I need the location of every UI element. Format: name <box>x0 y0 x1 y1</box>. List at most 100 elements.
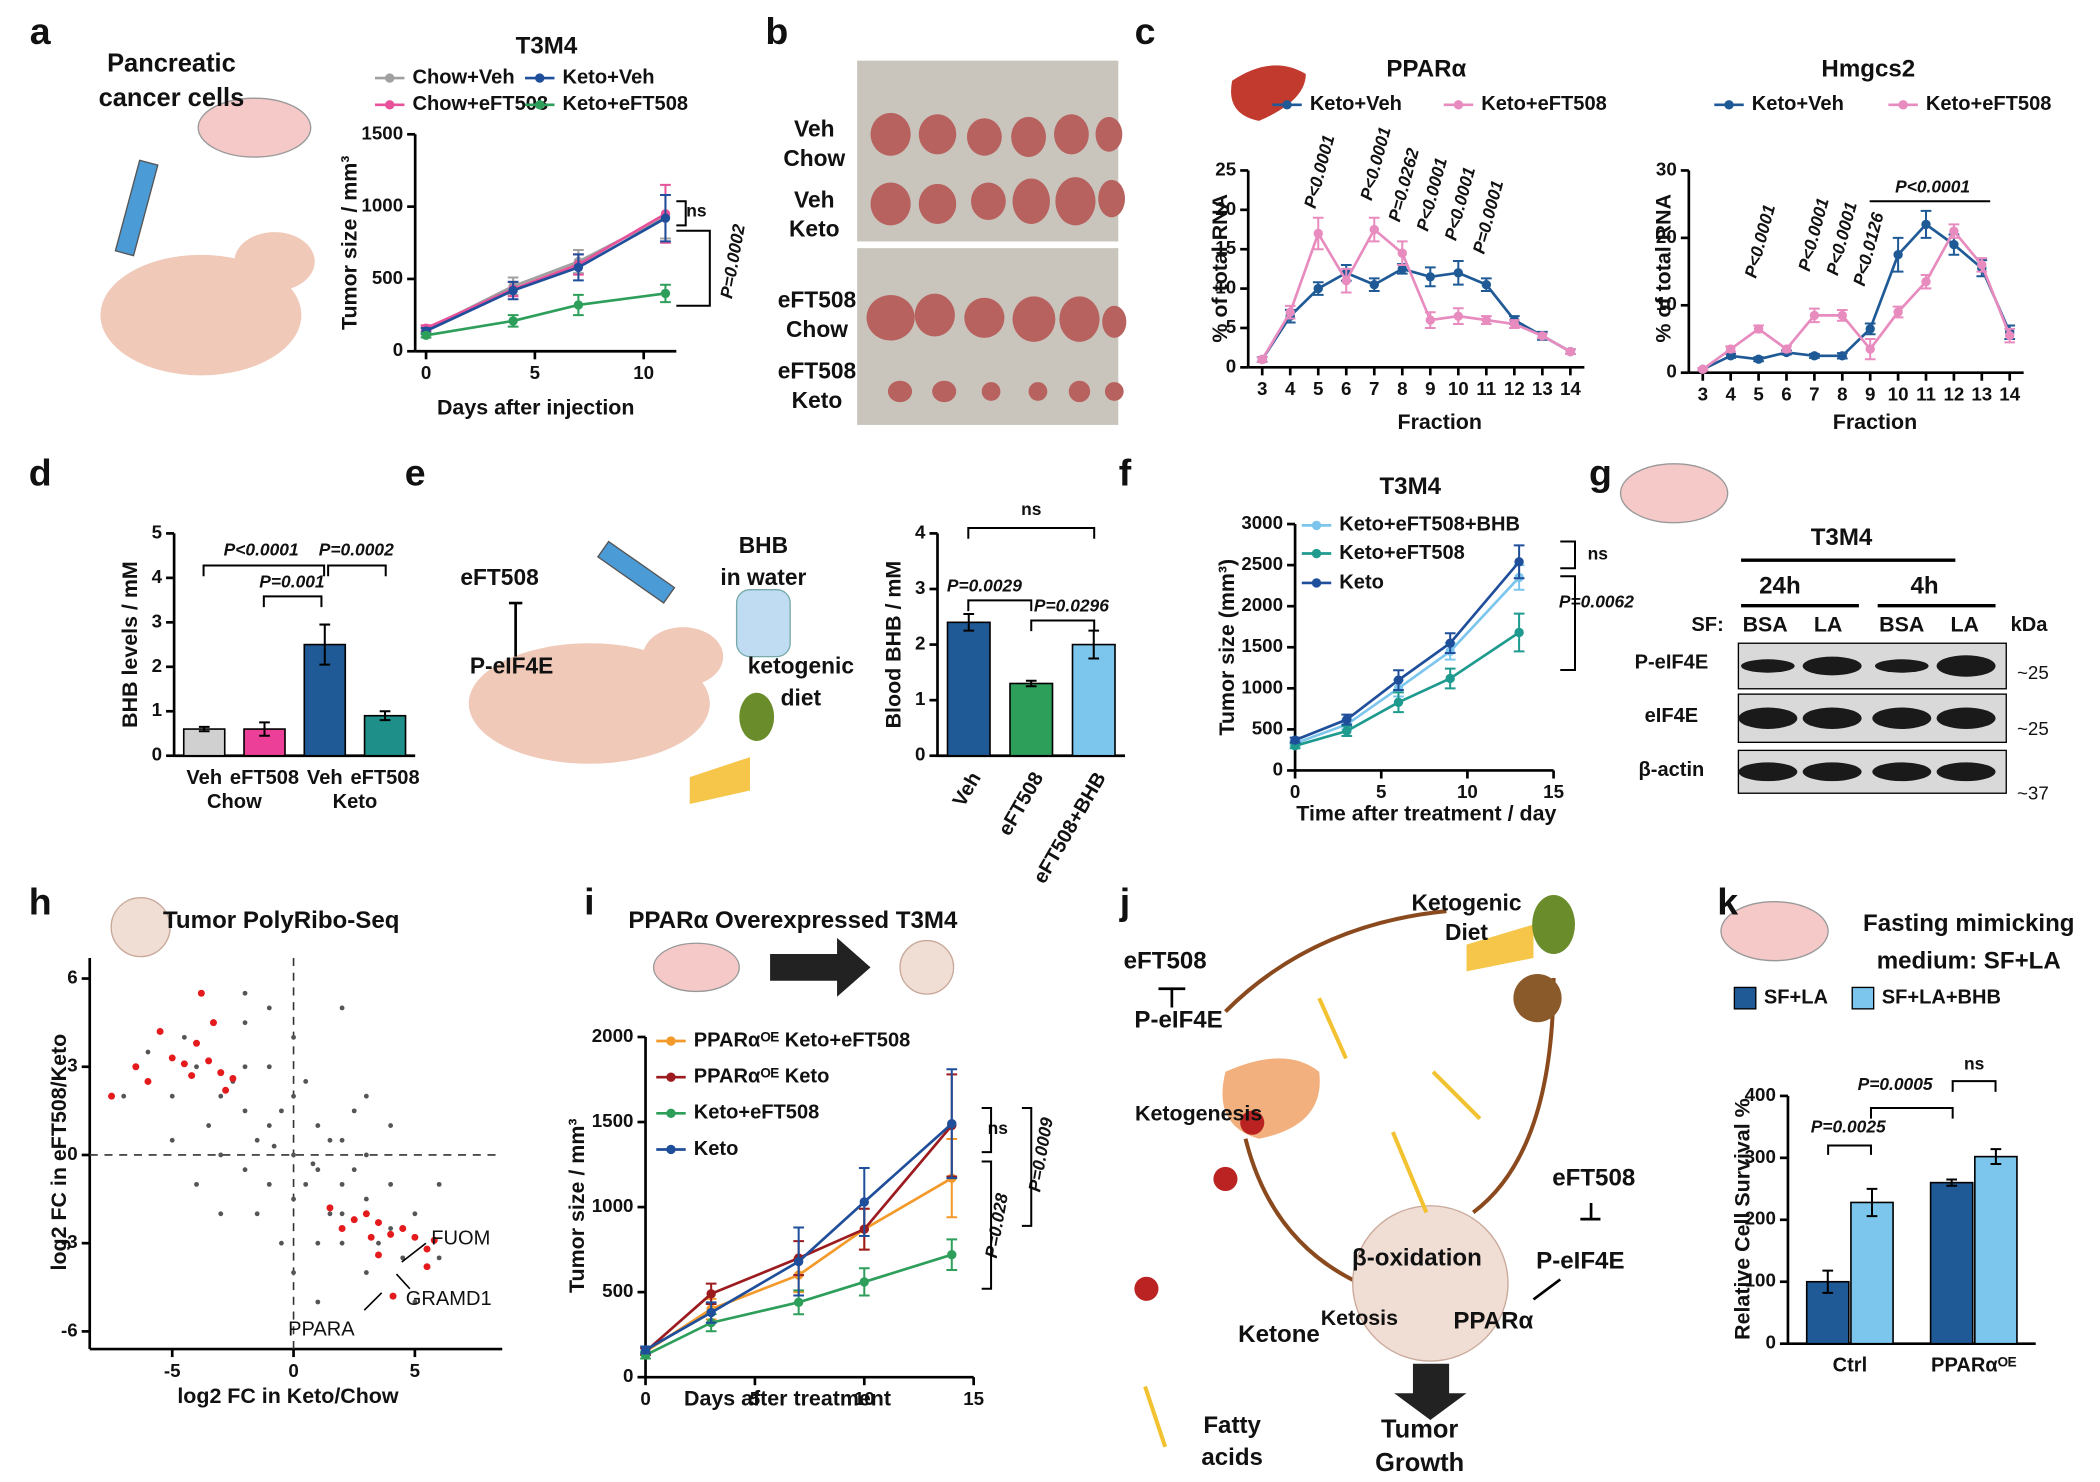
point <box>1977 260 1987 270</box>
group-label: Keto <box>333 791 378 813</box>
point <box>242 1064 248 1070</box>
point <box>291 1270 296 1275</box>
x-tick-label: 13 <box>1971 383 1992 404</box>
bracket <box>1951 1080 1997 1092</box>
point <box>436 1181 442 1187</box>
legend-swatch <box>1733 986 1757 1010</box>
label: ~25 <box>2017 662 2049 683</box>
error-bar <box>963 612 975 632</box>
x-tick-label: 3 <box>1698 383 1708 404</box>
point <box>254 1137 260 1143</box>
legend-label: SF+LA <box>1764 986 1828 1008</box>
chart-title: PPARα <box>1386 55 1466 82</box>
y-tick-label: 0 <box>1666 361 1676 382</box>
x-tick-label: 0 <box>421 362 431 383</box>
annotation: P=0.0009 <box>1024 1116 1057 1194</box>
x-tick-label: 0 <box>640 1388 650 1409</box>
y-tick-label: 0 <box>152 744 162 765</box>
highlight-point <box>197 989 205 997</box>
point <box>508 316 518 326</box>
point <box>1565 346 1576 357</box>
y-tick-label: 2000 <box>592 1025 634 1046</box>
y-tick-label: 2 <box>915 633 925 654</box>
x-tick-label: 10 <box>633 362 654 383</box>
highlight-point <box>375 1219 382 1227</box>
x-tick-label: 15 <box>1543 781 1564 802</box>
y-tick-label: 500 <box>372 267 403 288</box>
y-tick-label: 1500 <box>361 122 403 143</box>
y-tick-label: 0 <box>67 1143 77 1164</box>
label: Growth <box>1375 1449 1464 1477</box>
chart-title: T3M4 <box>1379 473 1441 500</box>
y-tick-label: 400 <box>1745 1084 1776 1105</box>
bracket <box>967 527 1096 539</box>
point <box>315 1123 321 1128</box>
bracket <box>676 229 711 307</box>
mouse-head <box>642 627 724 687</box>
y-tick-label: 500 <box>602 1280 633 1301</box>
highlight-point <box>350 1216 358 1224</box>
legend-marker <box>1311 548 1322 559</box>
error-bar <box>379 710 391 722</box>
label: ~25 <box>2017 718 2049 739</box>
y-tick-label: 3000 <box>1241 512 1283 533</box>
series-line <box>1261 227 1572 361</box>
bracket <box>327 564 387 577</box>
point <box>1425 315 1435 325</box>
x-tick-label: 10 <box>1888 383 1909 404</box>
point <box>145 1049 151 1055</box>
y-tick-label: 1000 <box>361 195 403 216</box>
point <box>181 1034 187 1040</box>
legend-marker <box>535 100 545 110</box>
syringe <box>114 159 159 257</box>
x-tick-label: 10 <box>1448 378 1469 399</box>
y-tick-label: 0 <box>1765 1332 1775 1353</box>
error-bar <box>1822 1269 1834 1294</box>
x-tick-label: -5 <box>164 1360 181 1381</box>
dish <box>1619 463 1729 524</box>
x-tick-label: 6 <box>1781 383 1791 404</box>
series-line <box>1702 222 2011 371</box>
error-bar <box>319 623 331 666</box>
series-line <box>425 212 667 330</box>
legend-label: PPARαᴼᴱ Keto <box>694 1065 830 1087</box>
highlight-point <box>399 1224 407 1232</box>
point <box>315 1167 321 1173</box>
point <box>793 1297 804 1308</box>
highlight-point <box>144 1077 152 1085</box>
label: kDa <box>2011 614 2049 636</box>
point <box>1726 351 1736 361</box>
x-axis-label: Time after treatment / day <box>1296 801 1556 825</box>
x-tick-label: eFT508 <box>995 769 1049 840</box>
caption: Pancreatic <box>107 49 236 77</box>
gene-label: GRAMD1 <box>406 1288 492 1310</box>
legend-marker <box>535 73 545 83</box>
point <box>242 1020 248 1026</box>
x-tick-label: 5 <box>410 1360 420 1381</box>
point <box>1921 277 1931 287</box>
highlight-point <box>209 1019 217 1027</box>
point <box>1781 344 1792 354</box>
point <box>1342 714 1352 725</box>
error-bar <box>1088 629 1100 660</box>
leader-line <box>363 1292 383 1311</box>
annotation: ns <box>686 201 706 221</box>
blot-brackets <box>1741 558 1996 608</box>
y-tick-label: 25 <box>1215 158 1236 179</box>
annotation: P=0.0002 <box>716 222 749 300</box>
y-axis-label: Relative Cell Survival % <box>1730 1098 1754 1340</box>
point <box>363 1093 369 1099</box>
point <box>1514 557 1524 567</box>
cheese <box>689 757 750 804</box>
bracket <box>981 1106 993 1154</box>
point <box>291 1093 296 1099</box>
x-tick-label: Ctrl <box>1833 1355 1868 1377</box>
point <box>266 1005 272 1011</box>
label: Tumor <box>1381 1415 1458 1443</box>
chart-title: Fasting mimicking <box>1863 910 2075 937</box>
y-tick-label: 20 <box>1215 198 1236 219</box>
point <box>947 1119 957 1129</box>
x-tick-label: 3 <box>1257 378 1267 399</box>
annotation: P<0.0001 <box>1740 202 1779 280</box>
y-tick-label: 5 <box>152 521 162 542</box>
